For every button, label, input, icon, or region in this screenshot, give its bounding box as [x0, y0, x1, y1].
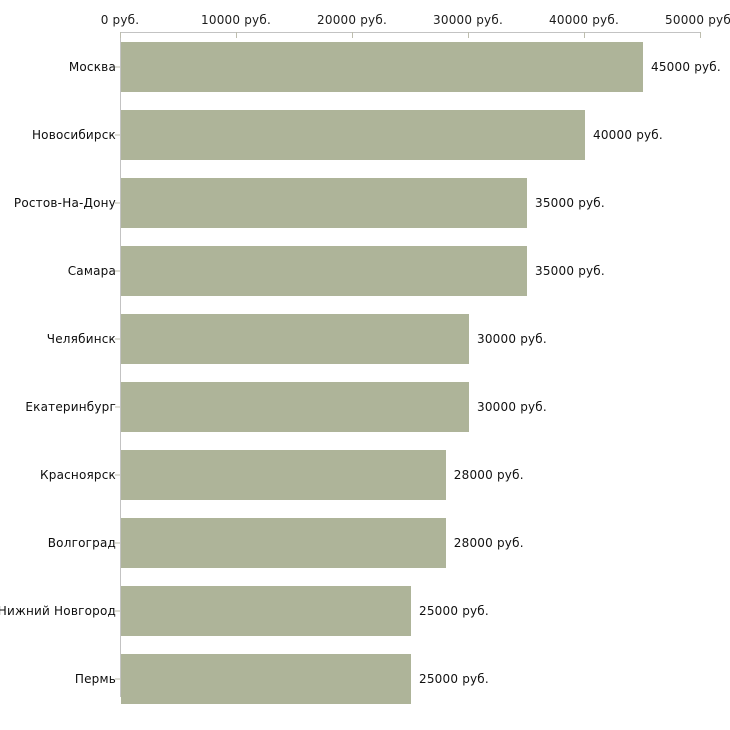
y-axis-tick [115, 678, 120, 680]
category-label: Москва [68, 60, 116, 74]
category-label: Волгоград [47, 536, 116, 550]
x-axis-line [120, 32, 700, 33]
bar[interactable] [121, 654, 411, 704]
bar-row: Ростов-На-Дону 35000 руб. [0, 169, 730, 237]
category-label: Нижний Новгород [0, 604, 116, 618]
x-axis-tick-label: 30000 руб. [433, 13, 503, 27]
bar[interactable] [121, 450, 446, 500]
x-axis-tick [468, 32, 469, 38]
category-label: Екатеринбург [25, 400, 116, 414]
x-axis-tick [120, 32, 121, 38]
bar-value-label: 28000 руб. [453, 468, 524, 482]
y-axis-tick [115, 134, 120, 136]
bar[interactable] [121, 110, 585, 160]
x-axis-tick [352, 32, 353, 38]
bar[interactable] [121, 314, 469, 364]
bar-value-label: 30000 руб. [477, 332, 547, 346]
y-axis-tick [115, 66, 120, 68]
x-axis-tick-label: 20000 руб. [317, 13, 387, 27]
y-axis-tick [115, 270, 120, 272]
bar-value-label: 25000 руб. [419, 672, 489, 686]
bar-row: Челябинск 30000 руб. [0, 305, 730, 373]
bar[interactable] [121, 518, 446, 568]
x-axis-tick [700, 32, 701, 38]
y-axis-tick [115, 338, 120, 340]
y-axis-tick [115, 202, 120, 204]
bar-row: Москва 45000 руб. [0, 33, 730, 101]
y-axis-tick [115, 474, 120, 476]
category-label: Новосибирск [31, 128, 116, 142]
x-axis-tick-label: 10000 руб. [201, 13, 271, 27]
bar-value-label: 35000 руб. [535, 264, 605, 278]
category-label: Пермь [74, 672, 116, 686]
y-axis-tick [115, 406, 120, 408]
y-axis-line [120, 32, 121, 697]
category-label: Самара [67, 264, 116, 278]
x-axis-tick-label: 0 руб. [100, 13, 140, 27]
bar-value-label: 40000 руб. [593, 128, 663, 142]
bar-value-label: 28000 руб. [453, 536, 524, 550]
bar-row: Пермь 25000 руб. [0, 645, 730, 713]
bar-value-label: 35000 руб. [535, 196, 605, 210]
bar-row: Волгоград 28000 руб. [0, 509, 730, 577]
bar[interactable] [121, 586, 411, 636]
x-axis-tick-label: 50000 руб. [665, 13, 730, 27]
category-label: Красноярск [40, 468, 116, 482]
bar-row: Красноярск 28000 руб. [0, 441, 730, 509]
bar-value-label: 30000 руб. [477, 400, 547, 414]
x-axis-tick [236, 32, 237, 38]
bar-row: Екатеринбург 30000 руб. [0, 373, 730, 441]
category-label: Ростов-На-Дону [13, 196, 116, 210]
bar-value-label: 25000 руб. [419, 604, 489, 618]
bar[interactable] [121, 178, 527, 228]
category-label: Челябинск [46, 332, 116, 346]
bar-row: Самара 35000 руб. [0, 237, 730, 305]
y-axis-tick [115, 542, 120, 544]
bar[interactable] [121, 42, 643, 92]
bar-row: Нижний Новгород 25000 руб. [0, 577, 730, 645]
y-axis-tick [115, 610, 120, 612]
bar-value-label: 45000 руб. [651, 60, 721, 74]
bar[interactable] [121, 382, 469, 432]
x-axis-tick [584, 32, 585, 38]
bar-row: Новосибирск 40000 руб. [0, 101, 730, 169]
bar[interactable] [121, 246, 527, 296]
x-axis-tick-label: 40000 руб. [549, 13, 619, 27]
